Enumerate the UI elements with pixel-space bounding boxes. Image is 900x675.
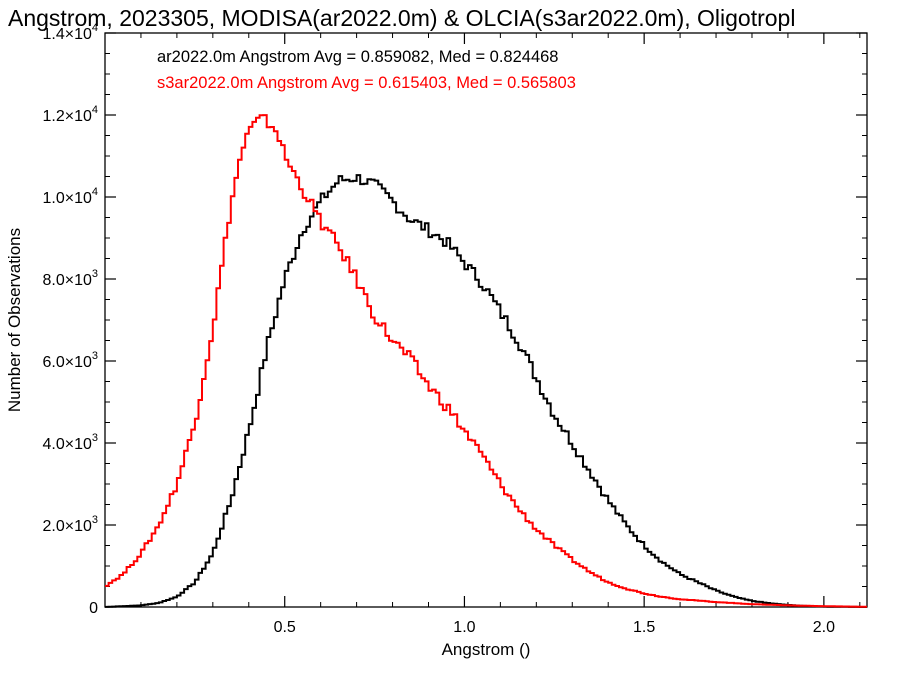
legend-entry-1: ar2022.0m Angstrom Avg = 0.859082, Med =… <box>157 48 559 66</box>
legend-entry-2: s3ar2022.0m Angstrom Avg = 0.615403, Med… <box>157 74 576 92</box>
y-tick-label: 8.0×103 <box>42 268 98 289</box>
y-tick-exponent: 3 <box>92 432 98 444</box>
series-group <box>105 114 867 608</box>
y-tick-mantissa: 1.4×10 <box>42 26 91 43</box>
plot-frame <box>104 32 868 608</box>
x-axis-label: Angstrom () <box>442 640 531 659</box>
legend: ar2022.0m Angstrom Avg = 0.859082, Med =… <box>157 48 576 92</box>
y-tick-exponent: 4 <box>92 22 98 34</box>
series-line-1 <box>105 174 867 608</box>
y-tick-mantissa: 4.0×10 <box>42 436 91 453</box>
y-tick-exponent: 3 <box>92 350 98 362</box>
x-tick-label: 1.0 <box>453 619 475 636</box>
y-tick-mantissa: 1.0×10 <box>42 190 91 207</box>
series-line-2 <box>105 114 867 608</box>
y-axis-label: Number of Observations <box>5 228 24 412</box>
x-tick-label: 0.5 <box>274 619 296 636</box>
x-tick-label: 1.5 <box>633 619 655 636</box>
y-tick-label: 6.0×103 <box>42 350 98 371</box>
y-tick-mantissa: 2.0×10 <box>42 518 91 535</box>
y-tick-mantissa: 6.0×10 <box>42 354 91 371</box>
y-tick-exponent: 4 <box>92 104 98 116</box>
y-tick-exponent: 4 <box>92 186 98 198</box>
x-tick-label: 2.0 <box>813 619 835 636</box>
y-tick-label: 1.2×104 <box>42 104 98 125</box>
y-tick-label: 4.0×103 <box>42 432 98 453</box>
y-tick-label: 2.0×103 <box>42 514 98 535</box>
y-tick-label: 0 <box>89 600 98 617</box>
chart-title: Angstrom, 2023305, MODISA(ar2022.0m) & O… <box>8 5 795 31</box>
y-tick-exponent: 3 <box>92 514 98 526</box>
y-tick-label: 1.0×104 <box>42 186 98 207</box>
y-tick-mantissa: 0 <box>89 600 98 617</box>
y-tick-mantissa: 1.2×10 <box>42 108 91 125</box>
y-tick-mantissa: 8.0×10 <box>42 272 91 289</box>
y-tick-exponent: 3 <box>92 268 98 280</box>
axis-ticks: 0.5 1.0 1.5 2.002.0×1034.0×1036.0×1038.0×10… <box>42 22 867 636</box>
y-tick-label: 1.4×104 <box>42 22 98 43</box>
